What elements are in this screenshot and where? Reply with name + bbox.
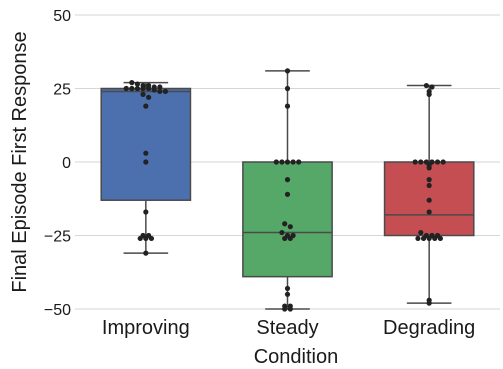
box-degrading (383, 84, 475, 304)
y-tick-label: 50 (53, 8, 71, 25)
data-point-steady (284, 177, 291, 183)
data-point-degrading (429, 84, 435, 90)
data-point-improving (137, 235, 143, 242)
y-tick-label: −50 (44, 302, 71, 319)
data-point-degrading (418, 159, 424, 165)
data-point-degrading (426, 182, 432, 189)
data-point-steady (279, 159, 285, 165)
data-point-improving (148, 235, 155, 242)
data-point-improving (129, 80, 135, 86)
data-point-degrading (434, 159, 441, 165)
data-point-improving (143, 150, 149, 156)
y-tick-label: −25 (44, 229, 71, 246)
data-point-improving (157, 88, 163, 95)
data-point-improving (151, 87, 157, 93)
data-point-improving (134, 85, 141, 92)
x-tick-labels: Improving Steady Degrading (102, 317, 475, 339)
data-point-degrading (412, 159, 418, 165)
data-point-steady (284, 103, 291, 109)
data-point-steady (282, 221, 288, 227)
data-point-degrading (426, 197, 432, 203)
data-point-steady (284, 291, 291, 297)
data-point-improving (157, 84, 163, 90)
data-point-degrading (420, 235, 427, 242)
data-point-improving (129, 85, 135, 92)
data-point-degrading (423, 82, 429, 89)
y-axis-title: Final Episode First Response (9, 31, 31, 292)
data-point-degrading (432, 235, 438, 242)
data-point-steady (279, 229, 285, 236)
data-point-steady (284, 68, 291, 74)
data-point-degrading (426, 300, 432, 306)
data-point-steady (284, 191, 291, 197)
data-point-improving (143, 250, 149, 256)
data-point-degrading (426, 235, 432, 242)
data-point-steady (287, 235, 293, 242)
data-point-improving (143, 209, 149, 215)
data-point-steady (284, 85, 291, 92)
data-point-improving (134, 81, 141, 87)
x-axis-title: Condition (254, 346, 339, 368)
data-point-degrading (437, 235, 443, 242)
y-tick-label: 25 (53, 82, 71, 99)
data-point-steady (287, 224, 293, 230)
data-point-improving (143, 159, 149, 165)
data-point-steady (284, 159, 291, 165)
data-point-steady (290, 159, 296, 165)
data-point-steady (287, 306, 293, 312)
data-point-improving (123, 85, 129, 92)
data-point-degrading (426, 91, 432, 97)
y-tick-label: 0 (62, 155, 71, 172)
data-point-improving (146, 85, 152, 92)
data-point-improving (140, 91, 146, 97)
x-tick-label-degrading: Degrading (383, 317, 475, 339)
data-point-degrading (418, 229, 424, 236)
data-point-steady (273, 159, 279, 165)
data-point-improving (146, 94, 152, 100)
data-point-degrading (426, 209, 432, 215)
data-point-improving (162, 88, 169, 95)
x-tick-label-steady: Steady (256, 317, 318, 339)
data-point-improving (143, 103, 149, 109)
data-point-degrading (415, 235, 421, 242)
data-point-steady (282, 306, 288, 312)
data-point-steady (284, 285, 291, 292)
data-point-improving (140, 85, 146, 92)
x-tick-label-improving: Improving (102, 317, 190, 339)
data-point-steady (282, 235, 288, 242)
data-point-steady (296, 159, 302, 165)
data-point-degrading (440, 159, 446, 165)
data-point-improving (143, 235, 149, 242)
swarm-points-layer (123, 68, 446, 312)
y-tick-labels: 50 25 0 −25 −50 (44, 8, 71, 319)
data-point-degrading (426, 165, 432, 171)
data-point-degrading (426, 177, 432, 183)
